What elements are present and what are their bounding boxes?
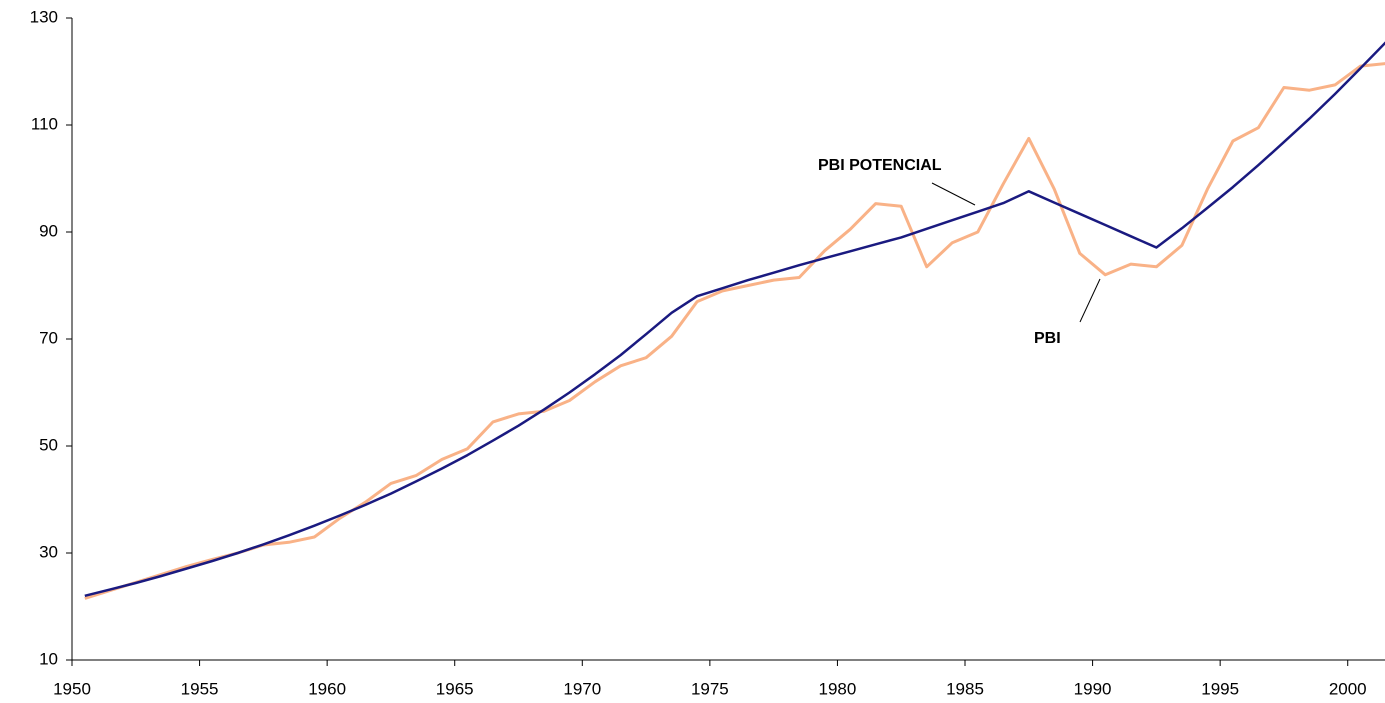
y-tick-label: 130 bbox=[30, 7, 58, 26]
x-tick-label: 1970 bbox=[563, 679, 601, 698]
x-tick-label: 1995 bbox=[1201, 679, 1239, 698]
series-line bbox=[84, 62, 1385, 600]
x-tick-label: 1985 bbox=[946, 679, 984, 698]
leader-line bbox=[1079, 278, 1101, 323]
x-tick-label: 1955 bbox=[181, 679, 219, 698]
y-tick-label: 90 bbox=[39, 221, 58, 240]
y-tick-label: 70 bbox=[39, 328, 58, 347]
x-tick-label: 1960 bbox=[308, 679, 346, 698]
leader-line bbox=[931, 182, 976, 206]
x-tick-label: 2000 bbox=[1329, 679, 1367, 698]
y-tick-label: 10 bbox=[39, 649, 58, 668]
y-tick-label: 50 bbox=[39, 435, 58, 454]
x-tick-label: 1975 bbox=[691, 679, 729, 698]
series-line bbox=[84, 41, 1385, 598]
x-tick-label: 1950 bbox=[53, 679, 91, 698]
annotation: PBI bbox=[1034, 330, 1061, 347]
annotation: PBI POTENCIAL bbox=[818, 157, 942, 174]
x-tick-label: 1965 bbox=[436, 679, 474, 698]
x-tick-label: 1990 bbox=[1074, 679, 1112, 698]
y-tick-label: 110 bbox=[31, 114, 58, 133]
x-tick-label: 1980 bbox=[819, 679, 857, 698]
y-tick-label: 30 bbox=[39, 542, 58, 561]
